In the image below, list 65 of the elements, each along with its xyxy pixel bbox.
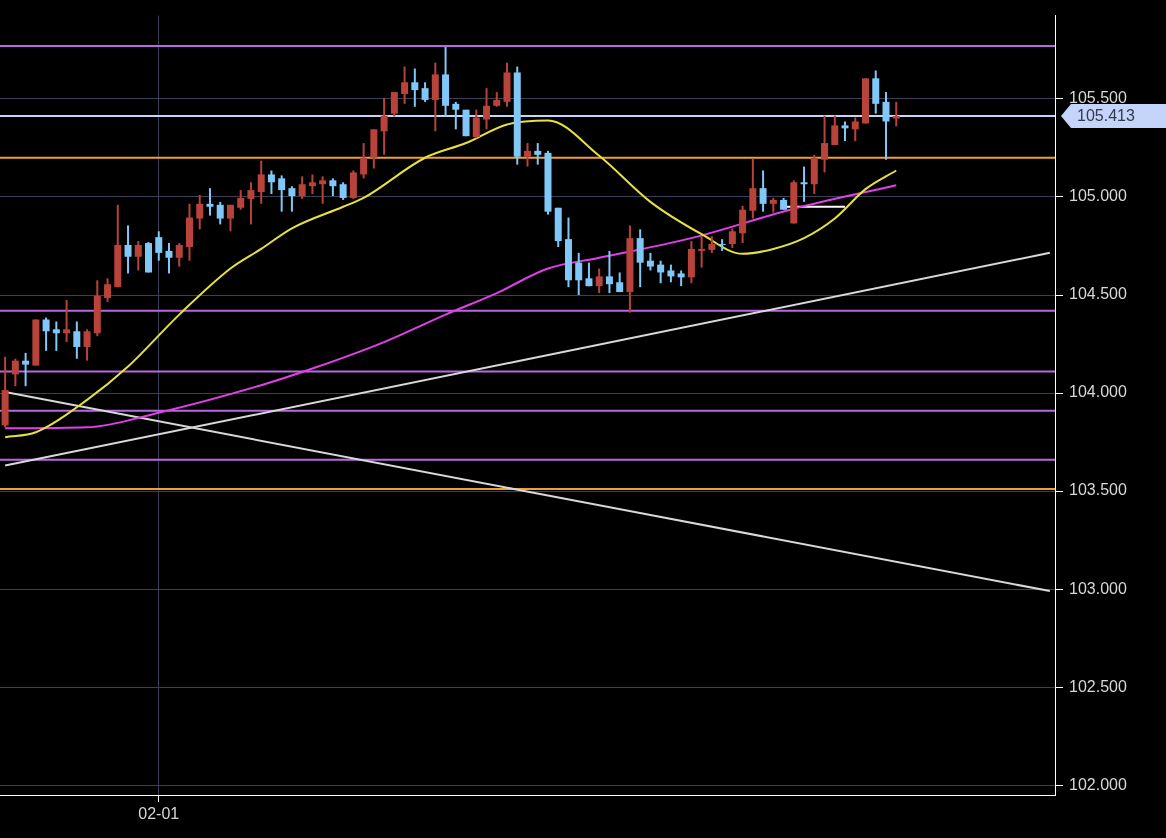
candlestick — [104, 277, 112, 303]
candlestick — [165, 242, 173, 275]
candlestick — [124, 224, 132, 275]
candlestick — [298, 175, 306, 200]
candlestick — [411, 67, 419, 108]
y-tick-label: 102.000 — [1069, 775, 1127, 793]
y-tick-label: 103.500 — [1069, 481, 1127, 499]
candlestick — [452, 100, 460, 131]
candlestick — [401, 65, 409, 105]
candlestick — [472, 108, 480, 140]
candlestick — [175, 242, 183, 268]
candlestick — [73, 320, 81, 360]
y-tick-label: 104.500 — [1069, 285, 1127, 303]
y-tick-label: 103.000 — [1069, 579, 1127, 597]
candlestick — [308, 173, 316, 196]
candlestick — [821, 114, 829, 174]
candlestick — [534, 142, 542, 166]
candlestick — [739, 204, 747, 245]
x-tick-label: 02-01 — [138, 805, 180, 823]
y-tick-label: 105.500 — [1069, 89, 1127, 107]
line-series — [4, 119, 898, 439]
candlestick — [605, 249, 613, 295]
candlestick — [524, 142, 531, 168]
candlestick — [52, 320, 60, 352]
candlestick — [216, 200, 224, 226]
candlestick — [841, 120, 849, 143]
candlestick — [22, 351, 30, 388]
candlestick — [800, 165, 808, 203]
candlestick — [83, 328, 91, 362]
candlestick — [851, 116, 859, 143]
candlestick — [206, 187, 214, 217]
candlestick — [718, 238, 726, 252]
candlestick — [421, 81, 429, 103]
candlestick — [134, 240, 142, 272]
candlestick — [247, 181, 255, 226]
candlestick — [319, 175, 327, 205]
candlestick — [42, 316, 50, 352]
candlestick — [575, 251, 583, 297]
candlestick — [360, 142, 368, 180]
candlestick — [892, 100, 900, 128]
candlestick — [595, 267, 603, 295]
ref-line-label: 105.413 — [1077, 107, 1135, 125]
candlestick — [749, 157, 757, 220]
candlestick — [288, 185, 296, 213]
candlestick — [390, 91, 398, 118]
candlestick — [759, 169, 767, 213]
candlestick — [278, 174, 286, 213]
candlestick — [155, 230, 163, 262]
candlestick — [196, 194, 204, 231]
candlestick — [831, 114, 839, 147]
candlestick — [882, 91, 890, 161]
candlestick — [380, 96, 388, 156]
candlestick — [483, 87, 491, 131]
y-tick-label: 104.000 — [1069, 383, 1127, 401]
candlestick — [698, 235, 706, 269]
candlestick — [226, 203, 234, 233]
candlestick — [728, 227, 736, 249]
y-tick-label: 102.500 — [1069, 677, 1127, 695]
candlestick — [237, 189, 245, 211]
candlestick — [63, 298, 71, 344]
y-tick-label: 105.000 — [1069, 187, 1127, 205]
candlestick — [11, 357, 19, 388]
candlestick — [257, 159, 265, 205]
line-series — [4, 184, 898, 430]
candlestick — [267, 169, 275, 196]
